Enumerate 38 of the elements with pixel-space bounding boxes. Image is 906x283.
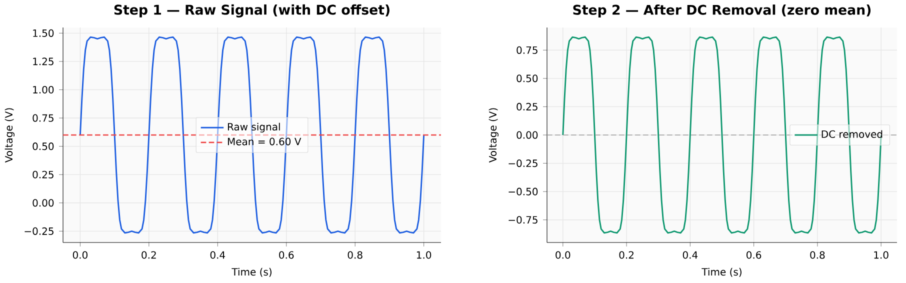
y-tick-label: 0.75: [32, 114, 54, 122]
y-tick-label: −0.25: [508, 159, 538, 167]
chart-title: Step 2 — After DC Removal (zero mean): [573, 4, 871, 18]
legend-label: DC removed: [822, 130, 882, 138]
x-axis-title: Time (s): [232, 268, 272, 277]
x-tick-label: 0.2: [142, 250, 156, 259]
x-tick-label: 0.0: [556, 250, 570, 259]
x-tick-label: 0.8: [810, 250, 825, 259]
chart-title: Step 1 — Raw Signal (with DC offset): [114, 4, 390, 18]
x-tick-label: 0.8: [348, 250, 362, 259]
y-tick-label: −0.25: [24, 227, 54, 235]
x-tick-label: 0.4: [210, 250, 226, 259]
y-tick-label: 0.50: [32, 142, 54, 150]
x-tick-label: 0.6: [279, 250, 294, 259]
y-tick-label: 0.25: [516, 102, 538, 110]
y-tick-label: 1.50: [33, 29, 54, 37]
x-tick-label: 0.6: [746, 250, 762, 259]
y-tick-label: 0.50: [516, 74, 538, 82]
y-tick-label: 0.00: [32, 198, 54, 206]
x-tick-label: 1.0: [874, 250, 888, 259]
y-tick-label: 1.00: [33, 86, 54, 94]
y-tick-label: 0.25: [32, 170, 54, 178]
line-series: [79, 36, 425, 234]
x-tick-label: 0.4: [682, 250, 698, 259]
x-tick-label: 0.2: [619, 250, 634, 259]
y-axis-title: Voltage (V): [4, 108, 15, 162]
line-series: [562, 36, 882, 234]
y-tick-label: 0.75: [516, 46, 538, 54]
y-tick-label: 0.00: [516, 130, 538, 139]
x-tick-label: 0.0: [72, 250, 88, 259]
y-tick-label: −0.50: [508, 188, 538, 196]
ref-line-label: Mean = 0.60 V: [228, 138, 302, 146]
y-tick-label: −0.75: [508, 216, 538, 224]
y-axis-title: Voltage (V): [488, 108, 498, 162]
y-tick-label: 1.25: [33, 57, 54, 65]
legend-label: Raw signal: [228, 122, 280, 132]
x-axis-title: Time (s): [702, 268, 742, 277]
x-tick-label: 1.0: [416, 250, 432, 259]
